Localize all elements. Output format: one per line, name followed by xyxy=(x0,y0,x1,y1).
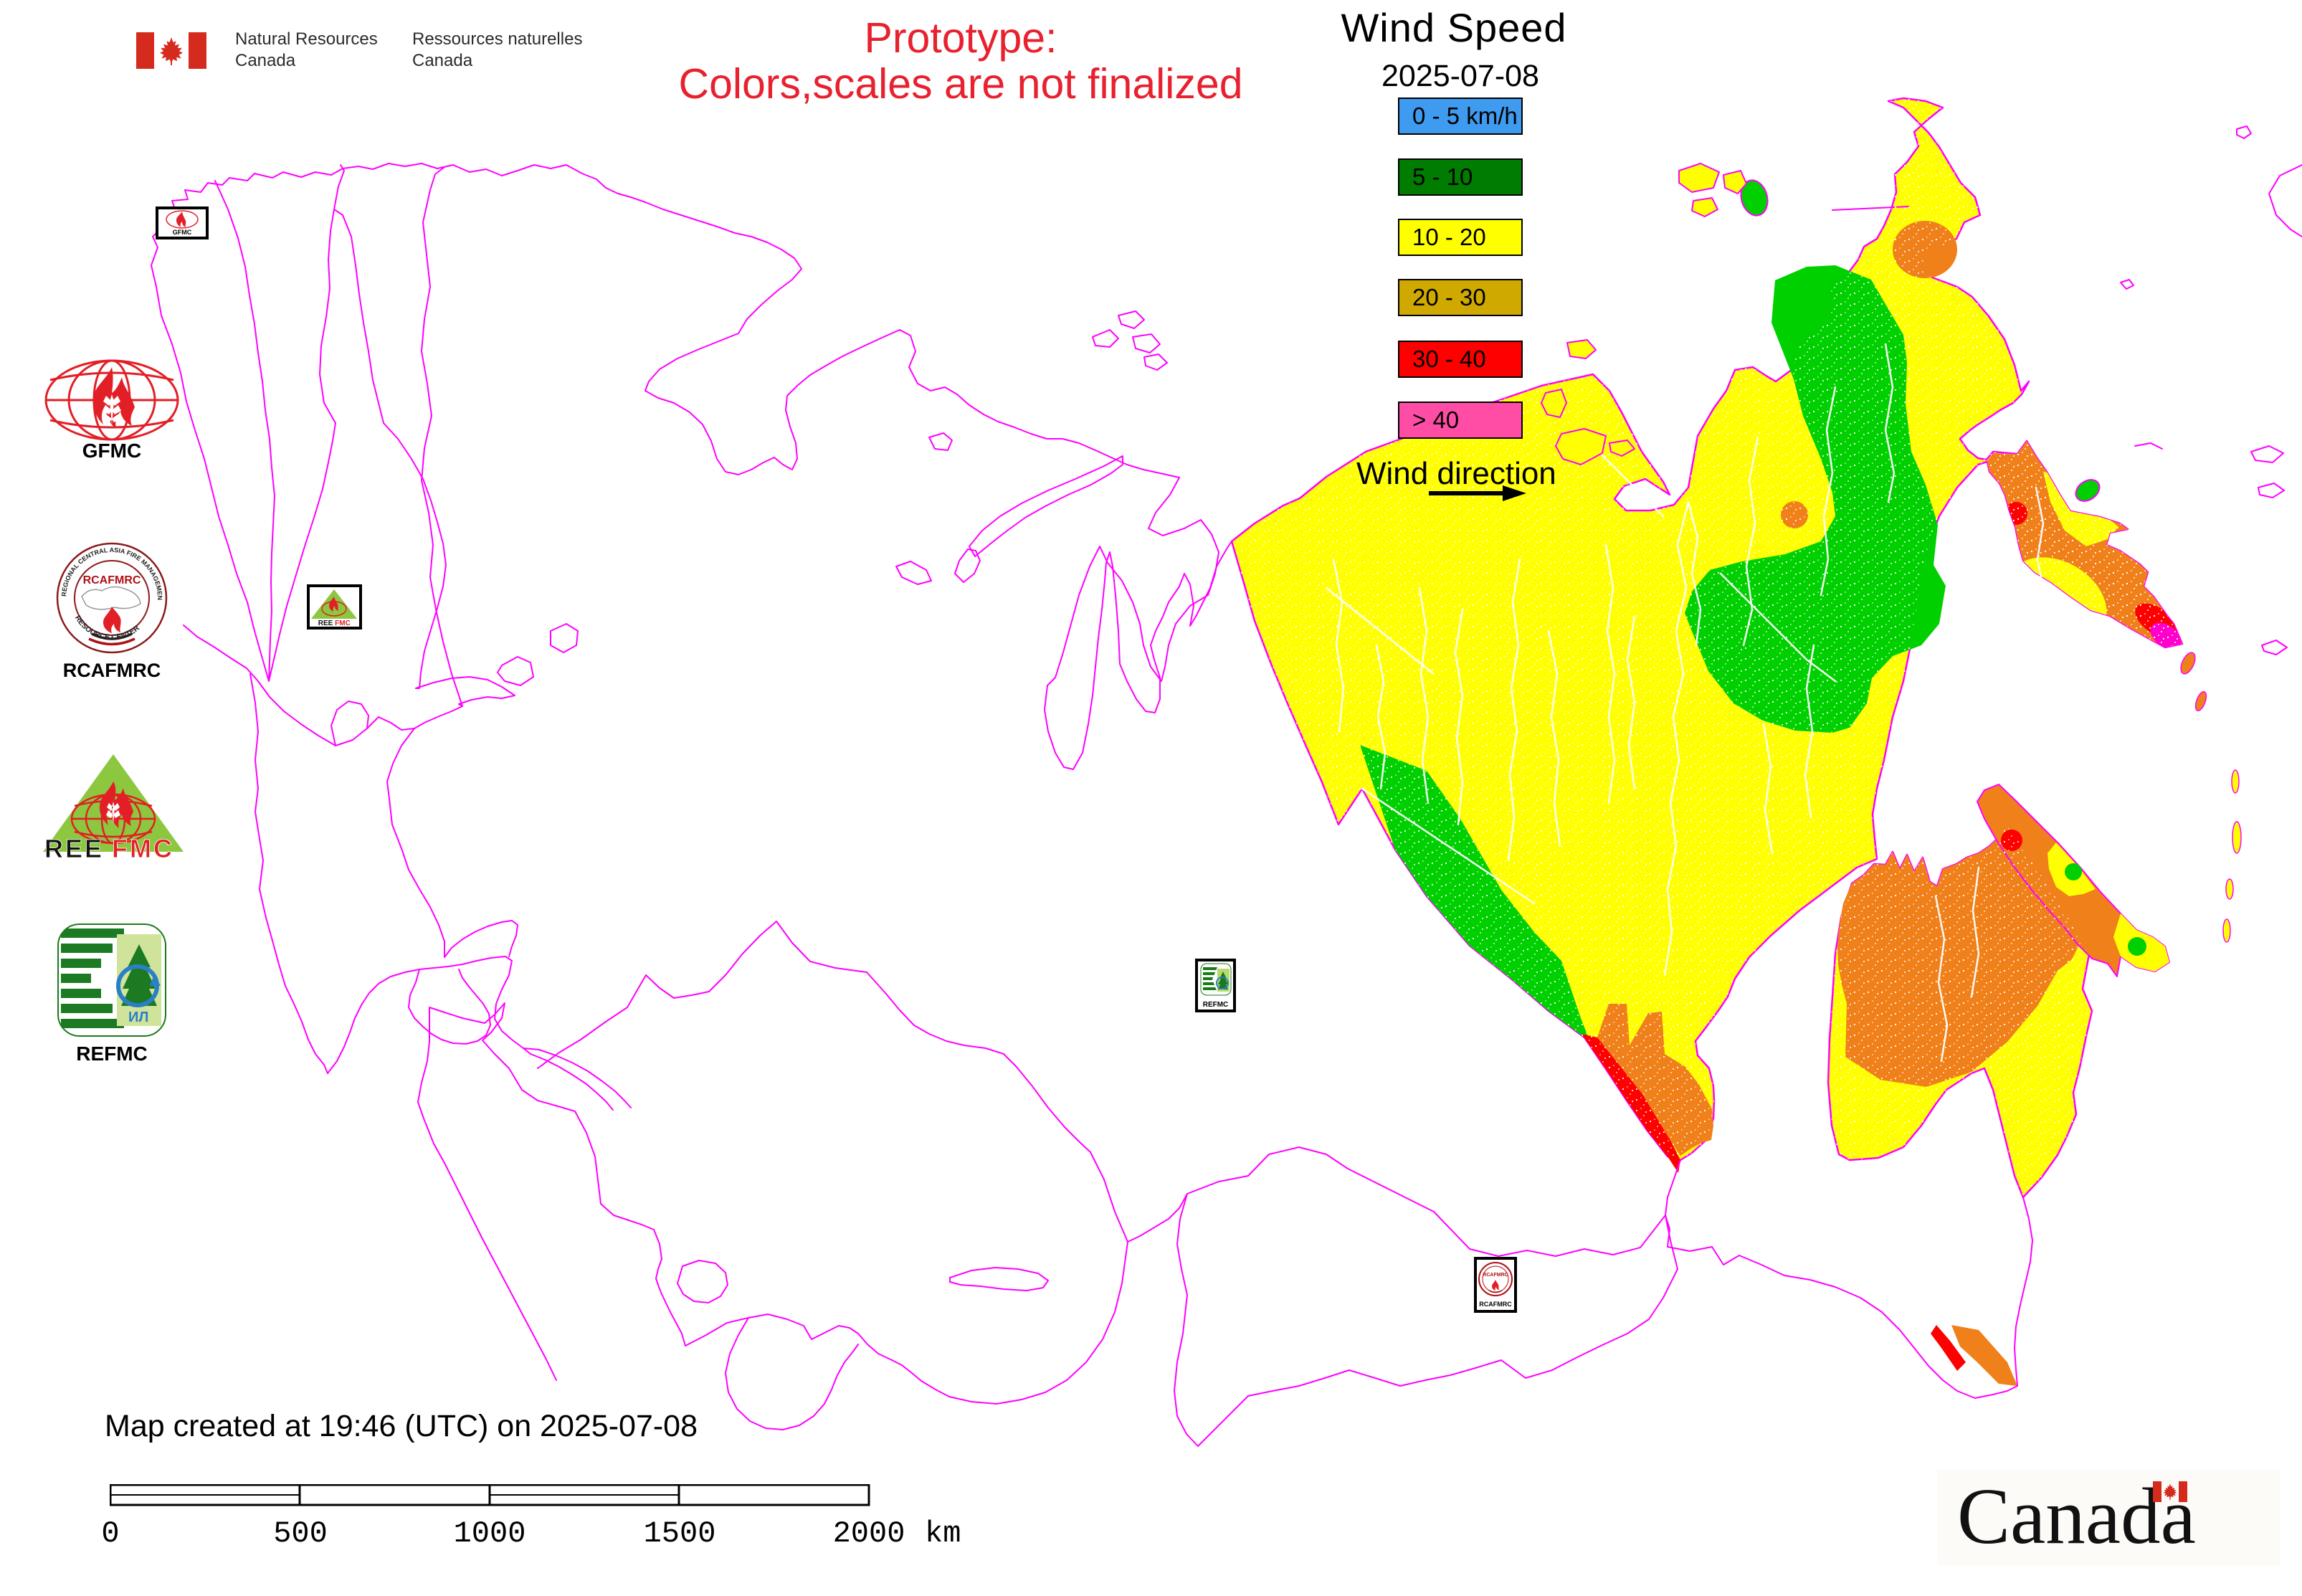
svg-text:REE: REE xyxy=(44,834,104,862)
svg-text:REFMC: REFMC xyxy=(76,1042,148,1065)
svg-text:FMC: FMC xyxy=(112,834,174,862)
svg-text:RCAFMRC: RCAFMRC xyxy=(83,574,141,586)
svg-text:ИЛ: ИЛ xyxy=(128,1010,148,1025)
svg-text:GFMC: GFMC xyxy=(173,229,192,236)
svg-text:GFMC: GFMC xyxy=(82,440,141,462)
svg-text:RCAFMRC: RCAFMRC xyxy=(63,660,161,681)
svg-text:FMC: FMC xyxy=(335,619,351,627)
svg-text:REE: REE xyxy=(318,619,333,627)
svg-text:RCAFMRC: RCAFMRC xyxy=(1483,1273,1508,1278)
